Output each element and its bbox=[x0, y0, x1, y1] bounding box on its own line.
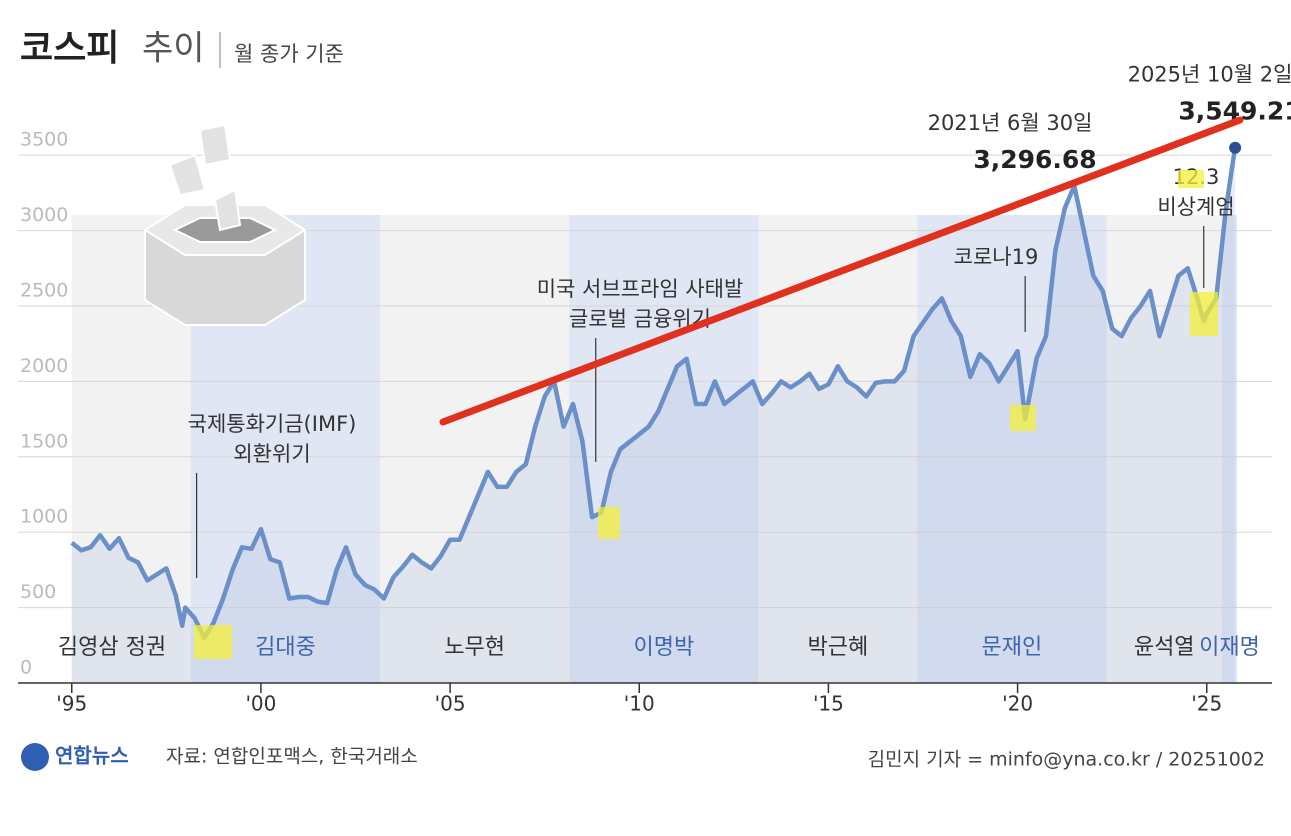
annotation-date: 2021년 6월 30일 bbox=[928, 111, 1093, 135]
x-tick-label: '10 bbox=[624, 692, 655, 716]
pot-illustration bbox=[143, 123, 307, 326]
period-label: 노무현 bbox=[444, 635, 505, 660]
line bbox=[70, 147, 1238, 641]
event-label: 비상계엄 bbox=[1157, 195, 1234, 219]
x-tick-label: '25 bbox=[1191, 692, 1222, 716]
y-tick-label: 2000 bbox=[20, 355, 68, 377]
background bbox=[18, 147, 1272, 683]
period-label: 이재명 bbox=[1199, 635, 1260, 660]
title: 코스피 bbox=[20, 28, 119, 69]
highlight bbox=[1010, 405, 1036, 431]
y-tick-label: 2500 bbox=[20, 279, 68, 301]
highlight bbox=[194, 625, 232, 659]
event-label: 외환위기 bbox=[233, 442, 310, 466]
y-tick-label: 0 bbox=[20, 657, 32, 679]
logo bbox=[21, 743, 49, 771]
y-tick-label: 3500 bbox=[20, 129, 68, 151]
period-band bbox=[569, 215, 759, 683]
trend-overlay bbox=[439, 116, 1244, 426]
plot: 김영삼 정권 김대중 노무현 이명박 박근혜 문재인 윤석열 이재명 0 500 1000 1500 2… bbox=[18, 63, 1291, 716]
period-label: 이명박 bbox=[633, 635, 694, 660]
period-band bbox=[1221, 215, 1238, 683]
subtitle: 월 종가 기준 bbox=[234, 42, 344, 66]
area bbox=[71, 147, 1236, 683]
highlight bbox=[1190, 292, 1218, 336]
event-label: 미국 서브프라임 사태발 bbox=[537, 277, 744, 301]
x-tick-label: '15 bbox=[813, 692, 844, 716]
highlight bbox=[598, 507, 620, 539]
event-label: 국제통화기금(IMF) bbox=[188, 412, 357, 436]
period-band bbox=[917, 215, 1107, 683]
credit: 김민지 기자 = minfo@yna.co.kr / 20251002 bbox=[868, 749, 1265, 771]
x-tick-label: '00 bbox=[245, 692, 276, 716]
y-tick-label: 3000 bbox=[20, 204, 68, 226]
source: 자료: 연합인포맥스, 한국거래소 bbox=[166, 746, 418, 768]
period-label: 박근혜 bbox=[808, 635, 869, 660]
period-label: 김대중 bbox=[255, 635, 316, 660]
highlight bbox=[1178, 170, 1204, 188]
period-band bbox=[380, 215, 570, 683]
y-tick-label: 1500 bbox=[20, 430, 68, 452]
annotation-value: 3,296.68 bbox=[973, 145, 1096, 174]
annotation-date: 2025년 10월 2일 bbox=[1128, 63, 1291, 87]
y-tick-label: 1000 bbox=[20, 506, 68, 528]
title-light: 추이 bbox=[142, 29, 205, 69]
y-tick-label: 500 bbox=[20, 581, 56, 603]
brand: 연합뉴스 bbox=[55, 744, 129, 768]
end-point bbox=[1229, 141, 1242, 154]
period-label: 윤석열 bbox=[1134, 635, 1195, 660]
event-label: 코로나19 bbox=[954, 245, 1039, 269]
x-tick-label: '20 bbox=[1002, 692, 1033, 716]
period-label: 문재인 bbox=[982, 635, 1043, 660]
x-tick-label: '95 bbox=[56, 692, 87, 716]
period-label: 김영삼 정권 bbox=[58, 635, 166, 660]
x-tick-label: '05 bbox=[435, 692, 466, 716]
